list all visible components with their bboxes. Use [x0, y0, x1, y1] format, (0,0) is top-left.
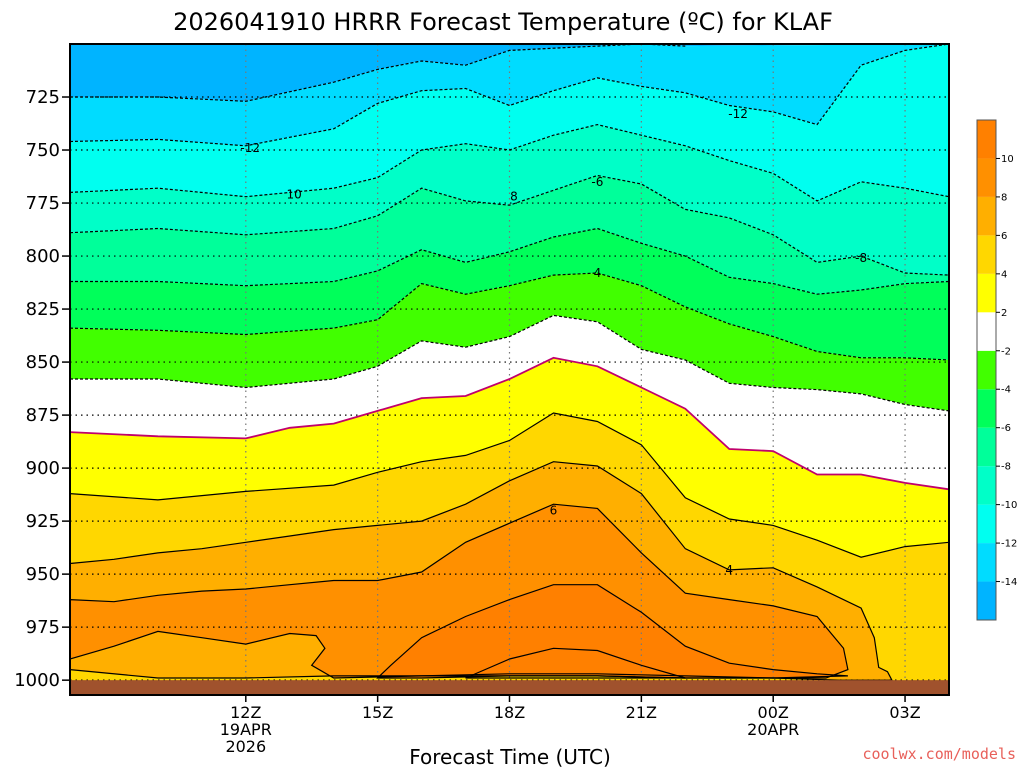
colorbar-tick-label: -12 [1001, 539, 1017, 550]
colorbar-swatch [977, 235, 996, 274]
colorbar-tick-label: -14 [1001, 577, 1017, 588]
isotherm-line-c4 [70, 412, 949, 686]
plot-grid [70, 44, 949, 695]
colorbar-tick-label: -6 [1001, 423, 1011, 434]
contour-label: -12 [240, 141, 260, 155]
y-tick-label: 950 [26, 564, 60, 585]
x-tick-label: 18Z [494, 703, 525, 722]
x-tick-label: 21Z [626, 703, 657, 722]
colorbar-tick-label: -10 [1001, 500, 1017, 511]
isotherm-line-m4 [70, 272, 949, 361]
isotherm-line-m14 [70, 44, 686, 102]
x-tick-label: 00Z [758, 703, 789, 722]
contour-label: 6 [550, 504, 558, 518]
isotherm-line-c12 [465, 647, 686, 679]
temperature-band-7 [70, 315, 949, 490]
colorbar-swatch [977, 581, 996, 620]
x-tick-label: 03Z [889, 703, 920, 722]
temperature-band-12 [377, 584, 848, 678]
chart-title: 2026041910 HRRR Forecast Temperature (ºC… [173, 8, 833, 36]
y-tick-label: 850 [26, 352, 60, 373]
colorbar-swatch [977, 504, 996, 544]
x-tick-label: 2026 [225, 737, 266, 756]
colorbar-swatch [977, 158, 996, 197]
y-tick-label: 1000 [14, 670, 60, 691]
colorbar-swatch [977, 120, 996, 159]
y-tick-label: 750 [26, 140, 60, 161]
contour-label: 8 [510, 190, 518, 204]
x-tick-label: 15Z [362, 703, 393, 722]
contour-label: 4 [594, 266, 602, 280]
isotherm-line-c8 [70, 503, 849, 679]
colorbar-swatch [977, 273, 996, 313]
y-tick-label: 800 [26, 246, 60, 267]
temperature-band-5 [70, 228, 949, 360]
credit-link[interactable]: coolwx.com/models [862, 745, 1016, 763]
isotherm-line-m12 [70, 44, 949, 147]
y-tick-label: 775 [26, 193, 60, 214]
y-tick-label: 975 [26, 617, 60, 638]
colorbar-swatch [977, 350, 996, 390]
isotherm-line-c10 [376, 584, 848, 679]
y-tick-label: 825 [26, 299, 60, 320]
colorbar-tick-label: 4 [1001, 269, 1007, 280]
x-tick-label: 12Z [230, 703, 261, 722]
colorbar: -14 -12 -10 -8 -6 -4 -2 2 4 6 8 10 [976, 119, 1017, 621]
isotherm-line-p2 [70, 356, 949, 491]
colorbar-swatch [977, 427, 996, 467]
contour-label: 10 [287, 188, 302, 202]
colorbar-tick-label: -2 [1001, 346, 1011, 357]
contour-label: -8 [855, 251, 867, 265]
temperature-band-6 [70, 273, 949, 411]
y-tick-label: 725 [26, 87, 60, 108]
colorbar-swatch [977, 196, 996, 236]
colorbar-swatch [977, 543, 996, 582]
axes: 725 750 775 800 825 850 875 900 925 950 975 1000 12Z… [14, 87, 921, 756]
ground-layer [70, 680, 949, 695]
colorbar-swatch [977, 389, 996, 428]
y-tick-label: 875 [26, 405, 60, 426]
x-tick-label: 19APR [220, 720, 272, 739]
colorbar-tick-label: 2 [1001, 308, 1007, 319]
isotherm-lines [70, 44, 949, 686]
x-tick-label: 20APR [747, 720, 799, 739]
colorbar-swatch [977, 466, 996, 505]
colorbar-tick-label: 6 [1001, 231, 1007, 242]
temperature-band-3 [70, 124, 949, 276]
ground-surface [70, 680, 949, 695]
contour-label: -6 [591, 175, 603, 189]
colorbar-frame [976, 119, 997, 621]
isotherm-line-c6 [70, 461, 893, 681]
colorbar-tick-label: -4 [1001, 385, 1011, 396]
temperature-band-4 [70, 175, 949, 295]
contour-labels: -12 -12 10 8 -8 -6 4 6 4 [240, 107, 867, 577]
colorbar-tick-label: 8 [1001, 192, 1007, 203]
temperature-bands [70, 44, 949, 695]
y-tick-label: 900 [26, 458, 60, 479]
contour-label: -12 [728, 107, 748, 121]
isotherm-line-m6 [70, 227, 949, 295]
temperature-band-0 [70, 44, 949, 102]
x-axis-label: Forecast Time (UTC) [409, 745, 611, 768]
isotherm-line-m2 [70, 314, 949, 412]
isotherm-line-m8 [70, 174, 949, 276]
y-tick-label: 925 [26, 511, 60, 532]
colorbar-tick-label: 10 [1001, 154, 1014, 165]
contour-label: 4 [725, 563, 733, 577]
colorbar-swatch [977, 312, 996, 351]
colorbar-tick-label: -8 [1001, 462, 1011, 473]
